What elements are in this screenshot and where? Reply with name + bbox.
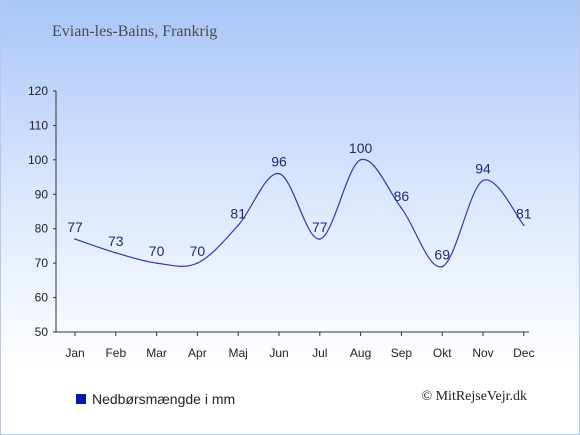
data-point (237, 224, 239, 227)
y-tick-label: 120 (28, 84, 48, 98)
data-label: 73 (108, 233, 124, 249)
data-point (523, 224, 525, 227)
y-tick-label: 110 (29, 118, 48, 132)
x-tick-label: Aug (350, 346, 371, 360)
data-point (155, 262, 158, 264)
y-tick-label: 60 (35, 291, 49, 305)
x-tick-label: Jan (65, 346, 84, 360)
legend-swatch (76, 394, 86, 404)
data-label: 69 (434, 247, 450, 263)
x-tick-label: Okt (433, 346, 452, 360)
data-label: 70 (149, 243, 165, 259)
x-tick-label: Mar (146, 346, 167, 360)
series-line (74, 158, 525, 268)
data-point (115, 252, 117, 254)
copyright-credit: © MitRejseVejr.dk (421, 389, 527, 404)
x-tick-label: Jul (312, 346, 327, 360)
data-point (482, 179, 484, 182)
legend: Nedbørsmængde i mm (76, 391, 235, 407)
y-tick-label: 50 (35, 325, 49, 339)
data-label: 81 (516, 205, 532, 221)
x-tick-label: Nov (472, 346, 493, 360)
data-point (400, 207, 403, 209)
chart-axes: 50 60 70 80 90 100 110 120 Jan Feb Mar Apr Maj Jun Jul… (28, 84, 535, 360)
data-label: 100 (349, 140, 373, 156)
data-label: 96 (271, 154, 287, 170)
data-label: 81 (230, 205, 246, 221)
x-tick-label: Maj (229, 346, 248, 360)
data-point (359, 159, 362, 161)
data-label: 77 (312, 219, 328, 235)
data-label: 86 (394, 188, 410, 204)
data-point (74, 238, 76, 240)
data-label: 70 (190, 243, 206, 259)
y-tick-label: 90 (35, 187, 49, 201)
chart-marks: 77 73 70 70 81 96 77 100 86 69 94 81 (67, 140, 532, 268)
x-tick-label: Sep (391, 346, 413, 360)
data-point (278, 172, 280, 175)
y-tick-label: 80 (35, 222, 49, 236)
y-tick-label: 100 (28, 153, 48, 167)
data-point (196, 262, 199, 264)
x-tick-label: Feb (105, 346, 126, 360)
data-point (441, 265, 444, 268)
x-tick-label: Jun (269, 346, 288, 360)
data-point (319, 238, 321, 240)
data-label: 77 (67, 219, 83, 235)
x-tick-label: Dec (513, 346, 534, 360)
y-tick-label: 70 (35, 256, 49, 270)
chart-title: Evian-les-Bains, Frankrig (52, 23, 218, 40)
data-label: 94 (475, 161, 491, 177)
x-tick-label: Apr (188, 346, 207, 360)
legend-label: Nedbørsmængde i mm (92, 391, 236, 407)
